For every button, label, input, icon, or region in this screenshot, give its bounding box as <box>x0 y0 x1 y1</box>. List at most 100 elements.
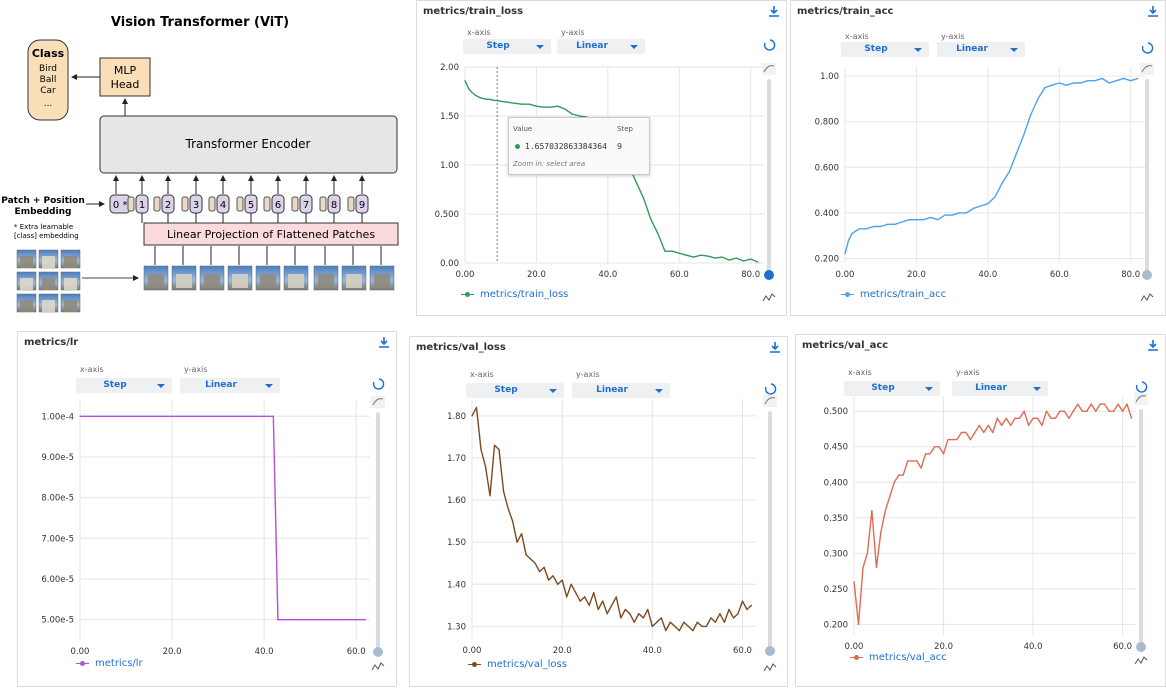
y-tick-label: 0.500 <box>824 407 848 417</box>
reset-zoom-icon[interactable] <box>765 40 775 50</box>
data-point <box>956 439 957 440</box>
token-label: 2 <box>165 200 171 211</box>
legend[interactable]: metrics/train_loss <box>465 289 568 300</box>
data-point <box>700 255 701 256</box>
image-patch-building <box>148 274 164 288</box>
chevron-down-icon <box>157 384 165 388</box>
x-tick-label: 0.00 <box>71 647 90 657</box>
x-axis-select[interactable]: Step <box>844 381 940 396</box>
smoothing-icon[interactable] <box>763 395 777 407</box>
series-line <box>472 407 752 630</box>
chevron-down-icon <box>914 48 922 52</box>
download-icon[interactable] <box>378 335 390 347</box>
smoothing-icon[interactable] <box>371 396 385 408</box>
data-point <box>79 416 80 417</box>
legend[interactable]: metrics/val_acc <box>854 652 947 663</box>
data-point <box>1023 135 1024 136</box>
data-point <box>710 617 711 618</box>
reset-zoom-icon[interactable] <box>374 379 384 389</box>
legend[interactable]: metrics/train_acc <box>845 289 946 300</box>
series-line <box>80 416 365 619</box>
mlp-head-line2: Head <box>111 78 140 91</box>
data-point <box>580 601 581 602</box>
class-head: Class <box>32 47 65 60</box>
token-label: 5 <box>248 200 254 211</box>
y-axis-label: y-axis <box>576 370 600 379</box>
data-point <box>625 609 626 610</box>
data-point <box>912 460 913 461</box>
smoothing-icon[interactable] <box>762 63 776 75</box>
data-point <box>521 533 522 534</box>
tooltip-hint: Zoom in: select area <box>513 160 585 168</box>
download-icon[interactable] <box>1147 338 1159 350</box>
hover-tooltip: Value Step 1.657032863384364 9 Zoom in: sele… <box>508 117 650 175</box>
legend-marker <box>854 655 859 660</box>
y-tick-label: 7.00e-5 <box>41 534 74 544</box>
y-tick-label: 0.00 <box>440 259 459 269</box>
slider-handle[interactable] <box>1136 642 1146 652</box>
linear-projection-label: Linear Projection of Flattened Patches <box>167 228 375 241</box>
data-point <box>273 416 274 417</box>
smoothing-icon[interactable] <box>1134 393 1148 405</box>
legend-marker <box>80 661 85 666</box>
data-point <box>907 460 908 461</box>
y-axis-select[interactable]: Linear <box>937 42 1025 57</box>
data-point <box>1095 411 1096 412</box>
y-axis-select[interactable]: Linear <box>557 39 645 54</box>
x-tick-label: 60.0 <box>1113 642 1132 652</box>
reset-zoom-icon[interactable] <box>766 384 776 394</box>
x-axis-select[interactable]: Step <box>466 383 564 398</box>
data-point <box>916 219 917 220</box>
legend[interactable]: metrics/val_loss <box>472 659 567 670</box>
y-tick-label: 1.00e-4 <box>41 412 74 422</box>
grid-patch-building <box>20 300 33 312</box>
data-point <box>539 571 540 572</box>
data-point <box>944 215 945 216</box>
reset-zoom-icon[interactable] <box>1143 43 1153 53</box>
y-tick-label: 0.450 <box>824 443 848 453</box>
x-tick-label: 0.00 <box>845 642 864 652</box>
data-point <box>1102 78 1103 79</box>
slider-handle[interactable] <box>373 647 383 657</box>
download-icon[interactable] <box>769 340 781 352</box>
y-tick-label: 0.400 <box>824 478 848 488</box>
y-tick-label: 1.50 <box>440 112 459 122</box>
data-point <box>701 626 702 627</box>
chart-toggle-icon[interactable] <box>1141 294 1153 301</box>
chevron-down-icon <box>655 389 663 393</box>
data-point <box>923 219 924 220</box>
download-icon[interactable] <box>1147 4 1159 16</box>
smoothing-curve <box>1142 66 1152 72</box>
chart-toggle-icon[interactable] <box>763 294 775 301</box>
y-axis-select[interactable]: Linear <box>952 381 1048 396</box>
y-axis-select[interactable]: Linear <box>572 383 670 398</box>
download-icon[interactable] <box>768 4 780 16</box>
x-axis-select[interactable]: Step <box>463 39 551 54</box>
select-value: Step <box>844 383 922 393</box>
x-axis-select[interactable]: Step <box>841 42 929 57</box>
chart-toggle-icon[interactable] <box>372 663 384 670</box>
slider-handle[interactable] <box>765 646 775 656</box>
data-point <box>1052 85 1053 86</box>
image-patch-building <box>204 274 220 288</box>
y-axis-select[interactable]: Linear <box>180 378 280 393</box>
smoothing-icon[interactable] <box>1140 63 1154 75</box>
x-axis-select[interactable]: Step <box>76 378 172 393</box>
chart-toggle-icon[interactable] <box>1135 657 1147 664</box>
select-value: Step <box>466 385 546 395</box>
data-point <box>852 233 853 234</box>
y-tick-label: 0.400 <box>815 209 839 219</box>
y-tick-label: 0.600 <box>815 163 839 173</box>
data-point <box>866 228 867 229</box>
position-embed-box <box>348 197 354 211</box>
slider-handle[interactable] <box>1142 270 1152 280</box>
data-point <box>1064 411 1065 412</box>
legend[interactable]: metrics/lr <box>80 658 143 669</box>
data-point <box>657 233 658 234</box>
slider-handle[interactable] <box>764 270 774 280</box>
chart-toggle-icon[interactable] <box>764 664 776 671</box>
data-point <box>757 261 758 262</box>
data-point <box>987 203 988 204</box>
reset-zoom-icon[interactable] <box>1137 382 1147 392</box>
data-point <box>988 425 989 426</box>
